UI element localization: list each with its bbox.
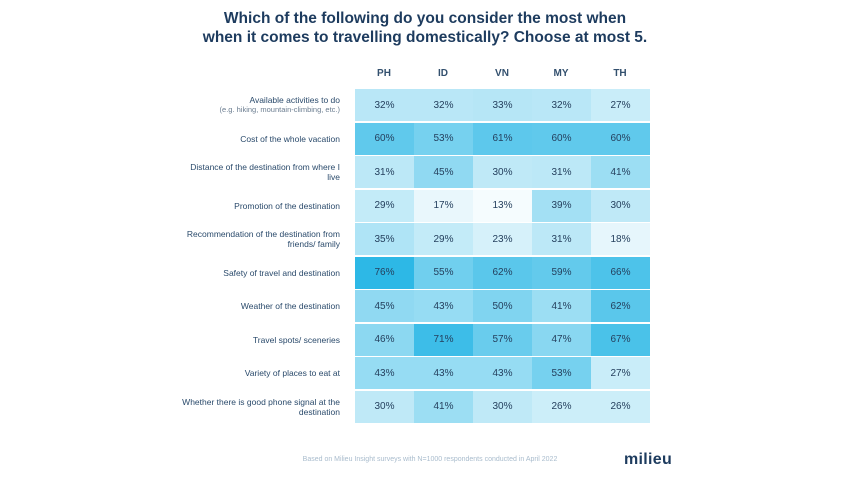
column-header-th: TH [613, 68, 627, 79]
row-sublabel-text: (e.g. hiking, mountain-climbing, etc.) [219, 105, 340, 114]
column-header-my: MY [553, 68, 569, 79]
heatmap-cell: 45% [414, 156, 473, 188]
heatmap-cell: 27% [591, 89, 650, 121]
row-label-text: Cost of the whole vacation [240, 133, 340, 144]
heatmap-cell: 30% [473, 390, 532, 423]
heatmap-cell: 31% [355, 156, 414, 188]
heatmap-cell: 41% [414, 390, 473, 423]
heatmap-cell: 33% [473, 89, 532, 121]
heatmap-cell: 55% [414, 256, 473, 289]
heatmap-cell: 45% [355, 290, 414, 322]
heatmap-cell: 50% [473, 290, 532, 322]
heatmap-cell: 30% [355, 390, 414, 423]
heatmap-cell: 46% [355, 323, 414, 356]
heatmap-cell: 32% [414, 89, 473, 121]
chart-title-line-2: when it comes to travelling domestically… [202, 29, 648, 46]
column-header-vn: VN [495, 68, 509, 79]
heatmap-cell: 29% [355, 189, 414, 222]
row-label: Recommendation of the destination from f… [180, 223, 340, 255]
milieu-logo: milieu [624, 451, 673, 468]
row-label: Cost of the whole vacation [180, 123, 340, 155]
row-label: Variety of places to eat at [180, 357, 340, 389]
heatmap-cell: 18% [591, 223, 650, 255]
heatmap-cell: 27% [591, 357, 650, 389]
heatmap-cell: 26% [532, 390, 591, 423]
heatmap-cell: 62% [591, 290, 650, 322]
heatmap-cell: 43% [414, 357, 473, 389]
row-label: Safety of travel and destination [180, 257, 340, 289]
row-label: Travel spots/ sceneries [180, 324, 340, 356]
row-label: Promotion of the destination [180, 190, 340, 222]
row-label-text: Promotion of the destination [234, 200, 340, 211]
heatmap-cell: 17% [414, 189, 473, 222]
column-header-ph: PH [377, 68, 391, 79]
heatmap-cell: 32% [355, 89, 414, 121]
heatmap-cell: 41% [591, 156, 650, 188]
heatmap-cell: 43% [355, 357, 414, 389]
heatmap-cell: 30% [591, 189, 650, 222]
row-label-text: Distance of the destination from where I… [190, 162, 340, 182]
heatmap-cell: 43% [414, 290, 473, 322]
row-label-text: Available activities to do [249, 95, 340, 105]
heatmap-cell: 43% [473, 357, 532, 389]
heatmap-cell: 60% [355, 122, 414, 155]
heatmap-cell: 60% [591, 122, 650, 155]
heatmap-cell: 59% [532, 256, 591, 289]
heatmap-cell: 53% [532, 357, 591, 389]
row-label-text: Safety of travel and destination [223, 267, 340, 278]
row-label-text: Weather of the destination [240, 301, 340, 311]
heatmap-cell: 32% [532, 89, 591, 121]
column-header-id: ID [438, 68, 448, 79]
heatmap-cell: 41% [532, 290, 591, 322]
heatmap-cell: 57% [473, 323, 532, 356]
row-label: Whether there is good phone signal at th… [180, 391, 340, 423]
chart-title: Which of the following do you consider t… [0, 9, 850, 47]
heatmap-cell: 47% [532, 323, 591, 356]
heatmap-cell: 13% [473, 189, 532, 222]
row-label: Available activities to do (e.g. hiking, … [180, 89, 340, 121]
heatmap-cell: 39% [532, 189, 591, 222]
heatmap-cell: 62% [473, 256, 532, 289]
heatmap-cell: 31% [532, 156, 591, 188]
heatmap-cell: 29% [414, 223, 473, 255]
row-label-text: Travel spots/ sceneries [252, 334, 340, 345]
heatmap-cell: 30% [473, 156, 532, 188]
heatmap-cell: 67% [591, 323, 650, 356]
heatmap-cell: 66% [591, 256, 650, 289]
heatmap-cell: 23% [473, 223, 532, 255]
row-label-text: Whether there is good phone signal at th… [182, 396, 340, 417]
heatmap-cell: 71% [414, 323, 473, 356]
row-label-text: Variety of places to eat at [244, 368, 340, 378]
heatmap-cell: 53% [414, 122, 473, 155]
heatmap-cell: 61% [473, 122, 532, 155]
heatmap-cell: 26% [591, 390, 650, 423]
footer-note: Based on Milieu Insight surveys with N=1… [302, 456, 558, 463]
heatmap-cell: 35% [355, 223, 414, 255]
chart-title-line-1: Which of the following do you consider t… [223, 10, 627, 27]
heatmap-cell: 76% [355, 256, 414, 289]
heatmap-cell: 60% [532, 122, 591, 155]
heatmap-cell: 31% [532, 223, 591, 255]
row-label-text: Recommendation of the destination from f… [186, 229, 340, 249]
row-label: Distance of the destination from where I… [180, 156, 340, 188]
row-label: Weather of the destination [180, 290, 340, 322]
